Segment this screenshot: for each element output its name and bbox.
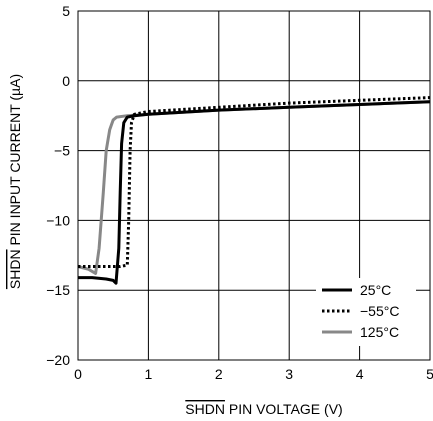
y-tick-labels: 5 0 −5 −10 −15 −20 <box>46 3 70 368</box>
y-tick-label: 5 <box>62 3 70 19</box>
x-tick-label: 1 <box>145 366 153 382</box>
x-tick-label: 5 <box>426 366 433 382</box>
legend-label: −55°C <box>360 303 399 319</box>
x-tick-label: 3 <box>285 366 293 382</box>
y-tick-label: −15 <box>46 282 70 298</box>
x-tick-label: 2 <box>215 366 223 382</box>
series-layer <box>77 96 431 285</box>
x-axis-title: SHDN PIN VOLTAGE (V) <box>185 401 342 417</box>
legend: 25°C −55°C 125°C <box>316 278 416 346</box>
x-axis-title-rest: PIN VOLTAGE (V) <box>225 401 343 417</box>
y-axis-title-overline: SHDN <box>7 249 23 289</box>
legend-label: 125°C <box>360 324 399 340</box>
y-tick-label: −10 <box>46 212 70 228</box>
x-tick-label: 0 <box>74 366 82 382</box>
y-tick-label: 0 <box>62 73 70 89</box>
series-line-0 <box>78 100 431 285</box>
x-tick-label: 4 <box>356 366 364 382</box>
series-line-1 <box>78 96 431 268</box>
plot-frame <box>77 10 431 361</box>
x-tick-labels: 0 1 2 3 4 5 <box>74 366 433 382</box>
y-axis-title: SHDN PIN INPUT CURRENT (µA) <box>7 74 23 289</box>
legend-label: 25°C <box>360 282 391 298</box>
y-tick-label: −5 <box>54 143 70 159</box>
y-axis-title-rest: PIN INPUT CURRENT (µA) <box>7 74 23 250</box>
x-axis-title-overline: SHDN <box>185 401 225 417</box>
y-tick-label: −20 <box>46 352 70 368</box>
